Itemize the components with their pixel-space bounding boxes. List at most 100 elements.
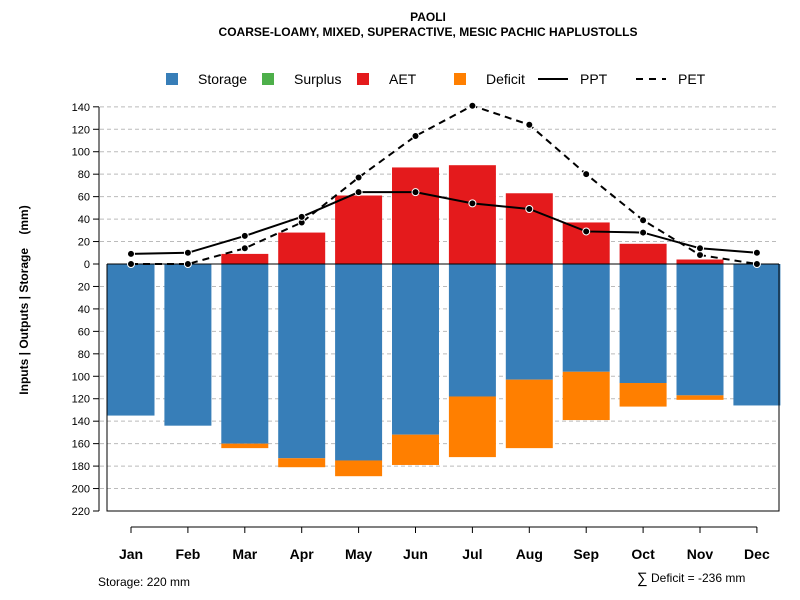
- pet-point: [354, 173, 363, 182]
- aet-bar: [392, 167, 439, 264]
- legend: Storage Surplus AET Deficit PPT PET: [166, 71, 706, 87]
- ppt-point: [696, 244, 704, 253]
- y-tick-label: 140: [72, 102, 90, 114]
- deficit-bar: [221, 443, 269, 449]
- y-tick-label: 80: [78, 169, 90, 181]
- y-tick-label: 80: [78, 349, 90, 361]
- deficit-bar: [392, 434, 439, 465]
- storage-bar: [278, 264, 326, 459]
- lines: [127, 101, 761, 268]
- plot-frame: [106, 264, 780, 512]
- aet-bar: [278, 232, 326, 264]
- y-tick-label: 100: [72, 371, 90, 383]
- legend-swatch-storage: [166, 73, 178, 85]
- pet-point: [696, 251, 704, 260]
- x-tick-label: Jun: [403, 546, 428, 562]
- deficit-bar: [619, 383, 667, 407]
- y-tick-label: 60: [78, 326, 90, 338]
- ppt-point: [468, 199, 477, 208]
- gridlines: [100, 106, 779, 490]
- aet-bar: [505, 193, 553, 264]
- ppt-point: [183, 248, 192, 257]
- y-tick-label: 40: [78, 214, 90, 226]
- y-tick-label: 180: [72, 461, 90, 473]
- ppt-point: [354, 188, 363, 197]
- deficit-bar: [335, 460, 383, 477]
- ppt-point: [582, 227, 591, 236]
- y-tick-label: 160: [72, 439, 90, 451]
- y-tick-label: 0: [84, 259, 90, 271]
- y-tick-label: 120: [72, 124, 90, 136]
- legend-swatch-deficit: [454, 73, 466, 85]
- pet-line: [131, 104, 758, 265]
- pet-point: [752, 260, 761, 268]
- chart-title: PAOLI: [410, 10, 446, 24]
- x-tick-label: Jul: [462, 546, 482, 562]
- storage-bar: [505, 264, 553, 380]
- legend-label-ppt: PPT: [580, 71, 608, 87]
- legend-label-surplus: Surplus: [294, 71, 341, 87]
- ppt-point: [639, 228, 648, 237]
- y-tick-label: 100: [72, 147, 90, 159]
- pet-point: [240, 244, 249, 253]
- x-tick-label: Dec: [744, 546, 770, 562]
- y-tick-label: 220: [72, 506, 90, 518]
- storage-bar: [676, 264, 724, 396]
- y-tick-label: 20: [78, 237, 90, 249]
- deficit-bar: [278, 458, 326, 468]
- ppt-point: [127, 249, 135, 258]
- y-tick-label: 200: [72, 484, 90, 496]
- aet-bar: [335, 195, 383, 264]
- x-tick-label: May: [345, 546, 372, 562]
- legend-label-pet: PET: [678, 71, 706, 87]
- pet-point: [525, 120, 534, 129]
- deficit-bar: [505, 379, 553, 449]
- pet-point: [183, 260, 192, 268]
- y-tick-label: 60: [78, 192, 90, 204]
- storage-annotation: Storage: 220 mm: [98, 575, 190, 589]
- storage-bar: [619, 264, 667, 384]
- x-tick-label: Feb: [175, 546, 200, 562]
- storage-bar: [107, 264, 155, 416]
- storage-bar: [733, 264, 781, 406]
- ppt-point: [525, 204, 534, 213]
- storage-bar: [562, 264, 610, 372]
- chart-subtitle: COARSE-LOAMY, MIXED, SUPERACTIVE, MESIC …: [219, 25, 638, 39]
- ppt-point: [297, 212, 306, 221]
- storage-bar: [335, 264, 383, 461]
- x-tick-label: Nov: [687, 546, 714, 562]
- storage-bar: [448, 264, 496, 397]
- y-tick-label: 120: [72, 394, 90, 406]
- aet-bar: [221, 253, 269, 264]
- storage-bar: [164, 264, 212, 426]
- aet-bar: [619, 243, 667, 264]
- pet-point: [468, 101, 477, 110]
- y-tick-label: 20: [78, 281, 90, 293]
- storage-bar: [221, 264, 269, 444]
- ppt-line: [130, 191, 757, 255]
- legend-label-deficit: Deficit: [486, 71, 525, 87]
- ppt-point: [411, 188, 420, 197]
- x-tick-label: Aug: [516, 546, 543, 562]
- x-tick-label: Sep: [573, 546, 599, 562]
- legend-label-aet: AET: [389, 71, 417, 87]
- y-tick-label: 40: [78, 304, 90, 316]
- pet-point: [582, 170, 591, 179]
- bars: [107, 165, 781, 477]
- y-tick-label: 140: [72, 416, 90, 428]
- axes: 1401201008060402002040608010012014016018…: [72, 102, 780, 562]
- x-tick-label: Mar: [232, 546, 257, 562]
- storage-bar: [392, 264, 439, 435]
- sigma-symbol: ∑: [637, 570, 648, 587]
- legend-swatch-aet: [357, 73, 369, 85]
- x-tick-label: Apr: [290, 546, 315, 562]
- legend-swatch-surplus: [262, 73, 274, 85]
- pet-point: [127, 260, 135, 268]
- aet-bar: [448, 165, 496, 264]
- pet-point: [639, 216, 648, 225]
- deficit-bar: [676, 395, 724, 400]
- x-tick-label: Oct: [631, 546, 655, 562]
- pet-point: [411, 132, 420, 141]
- aet-bar: [676, 259, 724, 264]
